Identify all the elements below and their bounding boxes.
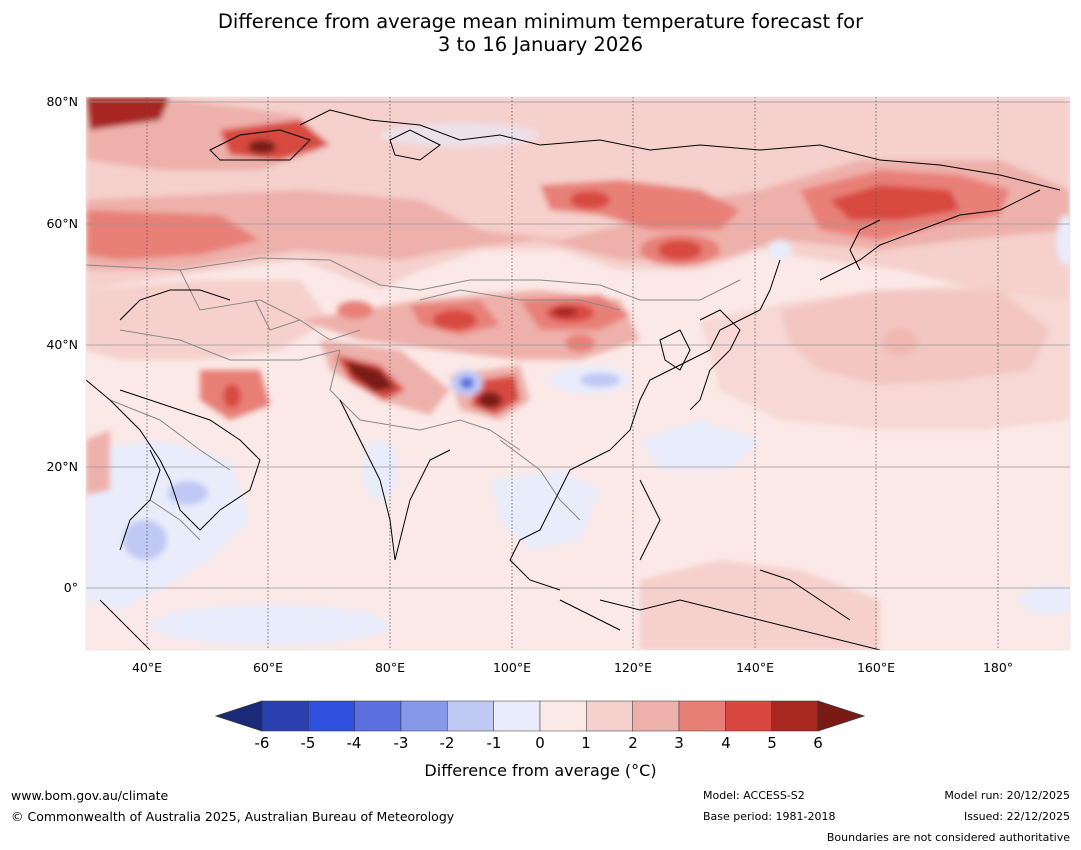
lon-label-60e: 60°E xyxy=(252,660,284,675)
footer-model: Model: ACCESS-S2 xyxy=(703,789,805,802)
colorbar-box xyxy=(308,700,355,732)
colorbar-tick: -3 xyxy=(393,734,409,752)
longitude-lines xyxy=(146,97,999,650)
colorbar-boxes xyxy=(261,700,819,732)
lon-label-80e: 80°E xyxy=(374,660,406,675)
lon-label-100e: 100°E xyxy=(492,660,531,675)
lon-label-140e: 140°E xyxy=(735,660,774,675)
colorbar-box xyxy=(400,700,448,732)
colorbar-box xyxy=(447,700,494,732)
anomaly-shading xyxy=(86,97,1070,650)
colorbar-tick: 2 xyxy=(628,734,638,752)
colorbar xyxy=(214,700,866,732)
colorbar-tick: -5 xyxy=(300,734,316,752)
colorbar-tick: 1 xyxy=(581,734,591,752)
coastlines xyxy=(86,109,1061,650)
colorbar-tick: -4 xyxy=(346,734,362,752)
colorbar-label: Difference from average (°C) xyxy=(424,761,657,780)
footer-model-run: Model run: 20/12/2025 xyxy=(944,789,1070,802)
colorbar-box xyxy=(539,700,587,732)
lat-label-40n: 40°N xyxy=(46,337,78,352)
colorbar-tick: 4 xyxy=(721,734,731,752)
map-title-line-1: Difference from average mean minimum tem… xyxy=(217,10,864,33)
colorbar-tick: 0 xyxy=(535,734,545,752)
lon-label-160e: 160°E xyxy=(856,660,895,675)
colorbar-box xyxy=(261,700,309,732)
lat-label-60n: 60°N xyxy=(46,216,78,231)
footer-copyright: © Commonwealth of Australia 2025, Austra… xyxy=(11,809,455,824)
map-title-line-2: 3 to 16 January 2026 xyxy=(437,33,644,56)
colorbar-tick: 6 xyxy=(813,734,823,752)
colorbar-extend-low xyxy=(214,700,263,732)
colorbar-tick: -2 xyxy=(439,734,455,752)
colorbar-box xyxy=(493,700,541,732)
country-borders xyxy=(86,257,741,541)
lat-label-80n: 80°N xyxy=(46,94,78,109)
colorbar-tick: -6 xyxy=(254,734,270,752)
footer-boundaries: Boundaries are not considered authoritat… xyxy=(826,831,1070,844)
lat-label-20n: 20°N xyxy=(46,459,78,474)
colorbar-extend-high xyxy=(817,700,866,732)
lon-label-180: 180° xyxy=(982,660,1014,675)
footer-base-period: Base period: 1981-2018 xyxy=(703,810,836,823)
lon-label-120e: 120°E xyxy=(613,660,652,675)
footer-url: www.bom.gov.au/climate xyxy=(11,788,169,803)
colorbar-box xyxy=(771,700,819,732)
colorbar-tick: 3 xyxy=(674,734,684,752)
colorbar-tick: 5 xyxy=(767,734,777,752)
colorbar-box xyxy=(678,700,726,732)
colorbar-box xyxy=(586,700,633,732)
colorbar-tick: -1 xyxy=(486,734,502,752)
lat-label-0: 0° xyxy=(63,580,78,595)
colorbar-box xyxy=(354,700,402,732)
latitude-lines xyxy=(86,101,1070,589)
footer-issued: Issued: 22/12/2025 xyxy=(963,810,1070,823)
colorbar-box xyxy=(632,700,680,732)
colorbar-box xyxy=(725,700,772,732)
lon-label-40e: 40°E xyxy=(131,660,163,675)
